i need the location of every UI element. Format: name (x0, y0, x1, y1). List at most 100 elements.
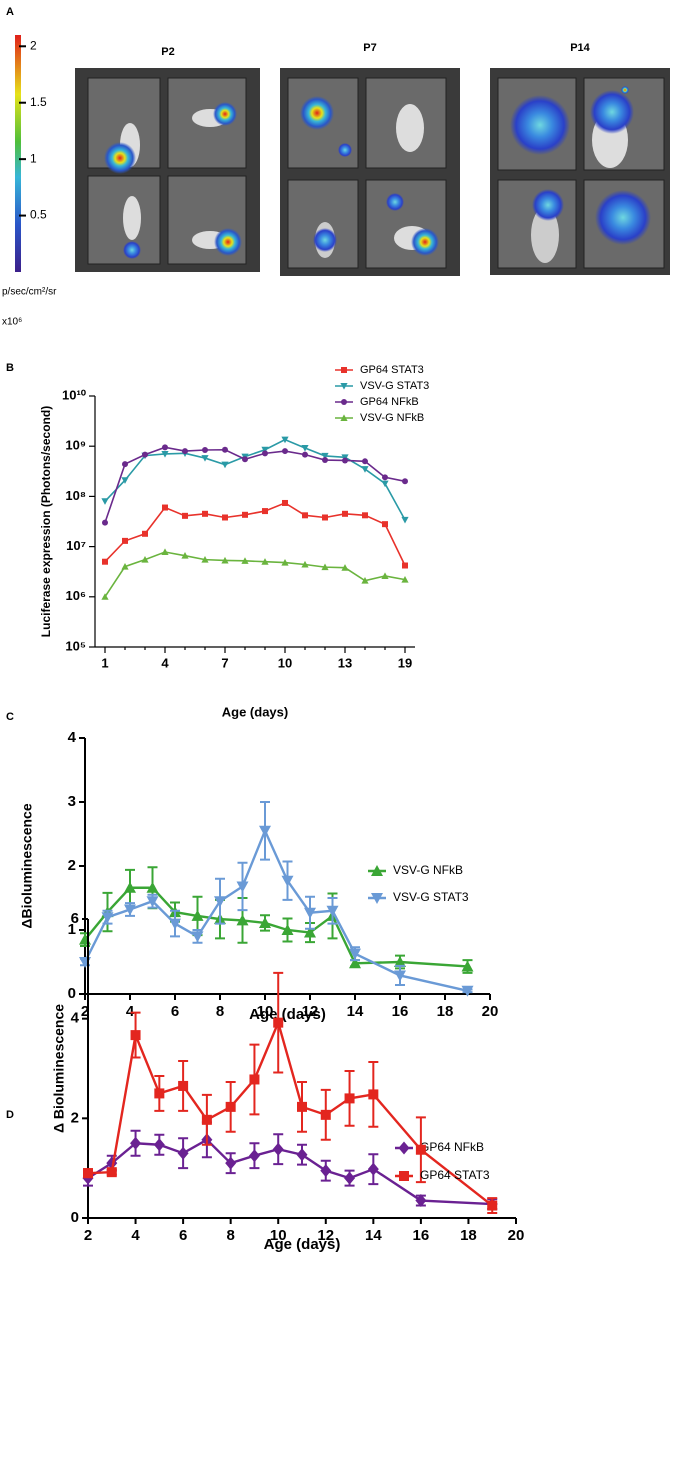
marker (162, 504, 168, 511)
marker (362, 458, 368, 465)
panel-label: B (6, 362, 14, 374)
marker (161, 548, 169, 556)
x-tick-label: 20 (508, 1227, 525, 1244)
marker (169, 918, 181, 930)
marker (202, 510, 208, 517)
colorbar-tick-label: 0.5 (30, 208, 47, 222)
marker (415, 1144, 426, 1155)
marker (361, 466, 369, 473)
x-tick-label: 6 (171, 1003, 179, 1020)
marker (182, 448, 188, 455)
y-tick-label: 2 (71, 1109, 79, 1126)
legend-marker (371, 893, 383, 904)
marker (322, 457, 328, 464)
marker (322, 514, 328, 521)
legend-marker (399, 1171, 409, 1181)
series-line (83, 827, 468, 992)
marker (304, 926, 316, 938)
colorbar-tick-label: 1 (30, 151, 37, 165)
y-axis-label: Δ Bioluminescence (51, 1004, 67, 1133)
legend-marker (398, 1141, 410, 1155)
marker (162, 444, 168, 451)
legend-label: VSV-G STAT3 (360, 380, 429, 392)
x-axis-label: Age (days) (264, 1236, 341, 1253)
marker (261, 558, 269, 565)
marker (296, 1148, 308, 1162)
marker (122, 537, 128, 544)
marker (249, 1074, 260, 1085)
marker (281, 559, 289, 566)
marker (201, 455, 209, 462)
colorbar-label: p/sec/cm²/sr (2, 287, 57, 298)
marker (272, 1142, 284, 1156)
marker (130, 1030, 141, 1041)
x-tick-label: 12 (317, 1227, 334, 1244)
marker (191, 909, 204, 921)
marker (367, 1162, 379, 1176)
marker (221, 556, 229, 564)
marker (182, 512, 188, 519)
x-tick-label: 10 (257, 1003, 274, 1020)
panel-label: D (6, 1109, 14, 1121)
x-tick-label: 19 (398, 655, 412, 670)
y-tick-label: 0 (68, 985, 76, 1002)
y-tick-label: 3 (68, 793, 76, 810)
y-tick-label: 10⁸ (65, 488, 86, 503)
marker (261, 446, 269, 454)
colorbar-multiplier: x10⁶ (2, 317, 22, 328)
marker (181, 552, 189, 559)
marker (381, 572, 389, 579)
legend-marker (341, 399, 347, 405)
legend-marker (340, 383, 348, 390)
marker (248, 1149, 260, 1163)
x-tick-label: 10 (278, 655, 292, 670)
marker (130, 1136, 142, 1150)
marker (225, 1101, 236, 1112)
y-tick-label: 10¹⁰ (62, 387, 87, 402)
y-tick-label: 10⁵ (65, 638, 86, 653)
marker (362, 512, 368, 519)
legend-marker (341, 367, 347, 373)
marker (124, 904, 136, 916)
marker (461, 960, 474, 972)
marker (142, 451, 148, 458)
marker (341, 564, 349, 571)
colorbar-tick-label: 1.5 (30, 95, 47, 109)
y-tick-label: 6 (71, 910, 79, 927)
legend-label: VSV-G NFkB (360, 412, 424, 424)
marker (242, 511, 248, 518)
series-line (104, 551, 406, 598)
marker (301, 560, 309, 568)
y-tick-label: 1 (68, 921, 76, 938)
marker (102, 558, 108, 565)
marker (394, 970, 406, 982)
marker (282, 448, 288, 455)
x-tick-label: 18 (460, 1227, 477, 1244)
marker (178, 1080, 189, 1091)
marker (461, 985, 474, 997)
x-tick-label: 16 (413, 1227, 430, 1244)
marker (101, 498, 109, 505)
marker (236, 881, 249, 893)
marker (79, 957, 91, 968)
marker (402, 562, 408, 569)
marker (344, 1171, 356, 1185)
marker (262, 450, 268, 457)
marker (146, 896, 159, 908)
legend-label: VSV-G STAT3 (393, 890, 469, 904)
x-tick-label: 4 (126, 1003, 135, 1020)
image-title: P7 (363, 42, 376, 54)
marker (297, 1101, 307, 1112)
legend-label: GP64 NFkB (360, 396, 419, 408)
image-p14 (490, 68, 670, 275)
marker (342, 510, 348, 517)
marker (106, 1167, 117, 1178)
marker (214, 896, 226, 908)
marker (121, 477, 129, 484)
marker (344, 1093, 355, 1104)
marker (142, 530, 148, 537)
x-tick-label: 10 (270, 1227, 287, 1244)
marker (141, 556, 149, 563)
